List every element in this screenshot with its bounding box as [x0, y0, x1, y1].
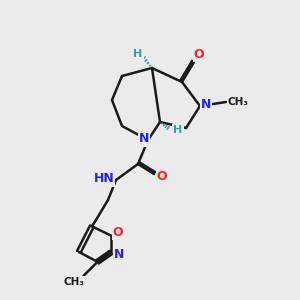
Text: N: N [114, 248, 124, 261]
Text: CH₃: CH₃ [63, 277, 84, 287]
Text: N: N [139, 133, 149, 146]
Text: HN: HN [94, 172, 114, 185]
Text: N: N [201, 98, 211, 110]
Text: H: H [134, 49, 142, 59]
Text: O: O [194, 47, 204, 61]
Text: H: H [173, 125, 183, 135]
Text: O: O [157, 169, 167, 182]
Text: O: O [112, 226, 123, 239]
Text: CH₃: CH₃ [227, 97, 248, 107]
